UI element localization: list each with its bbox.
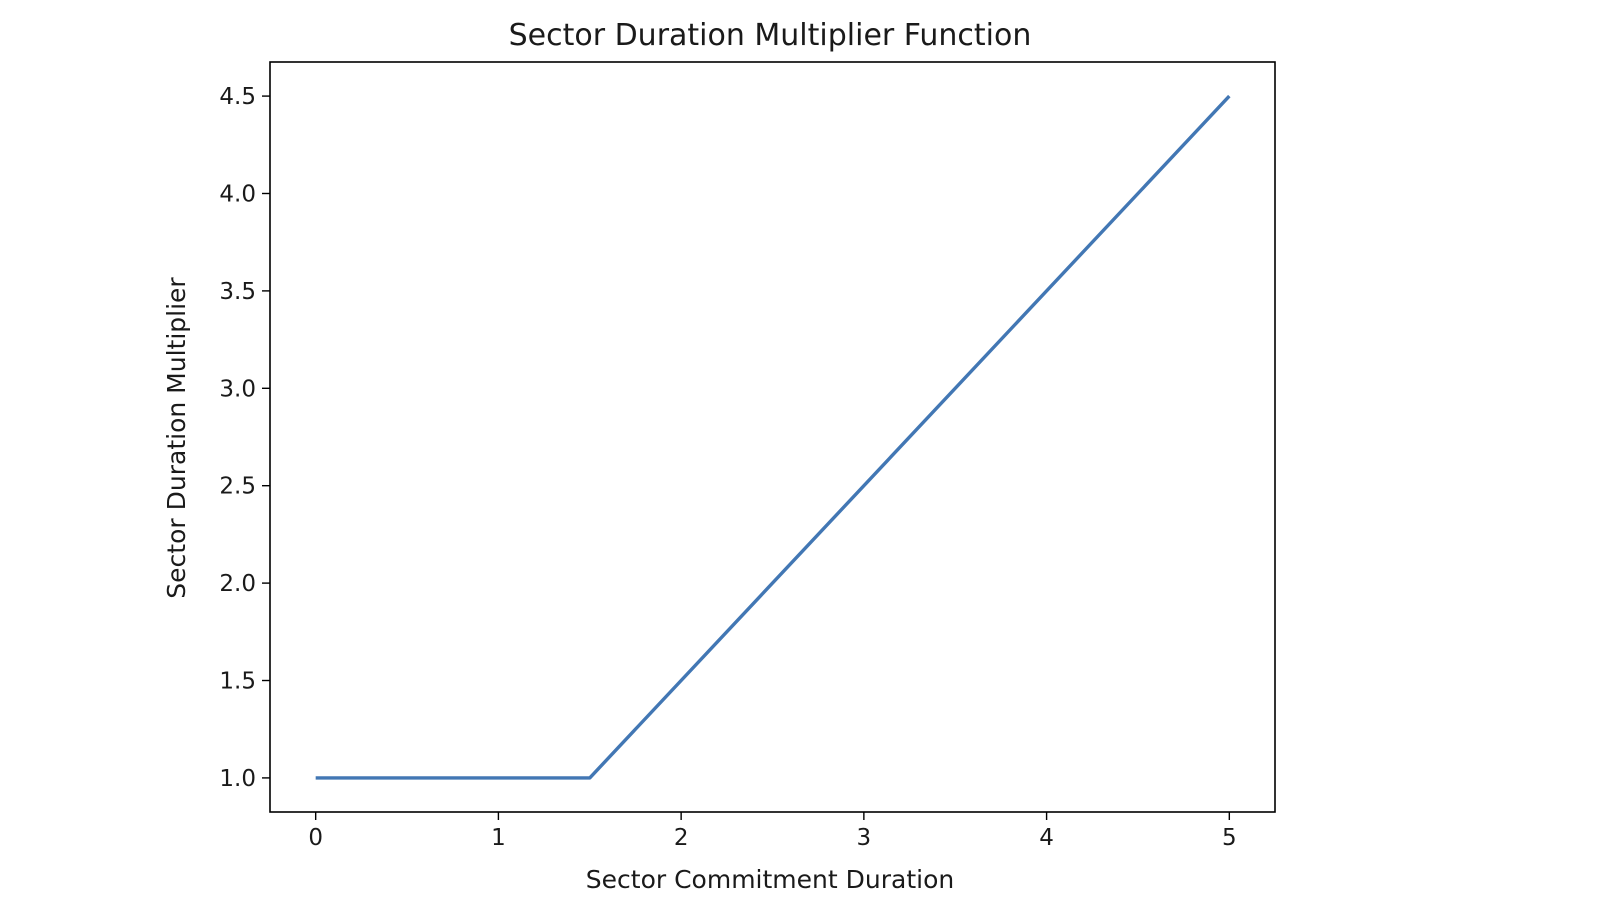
y-tick-label-6: 4.0 bbox=[219, 181, 256, 207]
y-tick-label-1: 1.5 bbox=[219, 669, 256, 695]
y-tick-label-5: 3.5 bbox=[219, 279, 256, 305]
x-tick-label-5: 5 bbox=[1222, 825, 1237, 851]
y-tick-label-3: 2.5 bbox=[219, 474, 256, 500]
x-tick-label-0: 0 bbox=[308, 825, 323, 851]
x-tick-label-4: 4 bbox=[1039, 825, 1054, 851]
y-tick-label-4: 3.0 bbox=[219, 376, 256, 402]
plot-frame bbox=[269, 61, 1276, 813]
plot-area: 0 1 2 3 4 5 1.0 1.5 2.0 2.5 3.0 3.5 4.0 4.5 bbox=[219, 61, 1276, 851]
x-tick-label-3: 3 bbox=[857, 825, 872, 851]
x-tick-label-2: 2 bbox=[674, 825, 689, 851]
y-tick-label-0: 1.0 bbox=[219, 766, 256, 792]
series-line-0 bbox=[315, 94, 1231, 780]
y-tick-label-7: 4.5 bbox=[219, 84, 256, 110]
x-axis-title: Sector Commitment Duration bbox=[586, 865, 954, 894]
y-tick-label-2: 2.0 bbox=[219, 571, 256, 597]
chart-title: Sector Duration Multiplier Function bbox=[509, 18, 1032, 53]
x-tick-label-1: 1 bbox=[491, 825, 506, 851]
y-axis-title: Sector Duration Multiplier bbox=[162, 277, 191, 599]
